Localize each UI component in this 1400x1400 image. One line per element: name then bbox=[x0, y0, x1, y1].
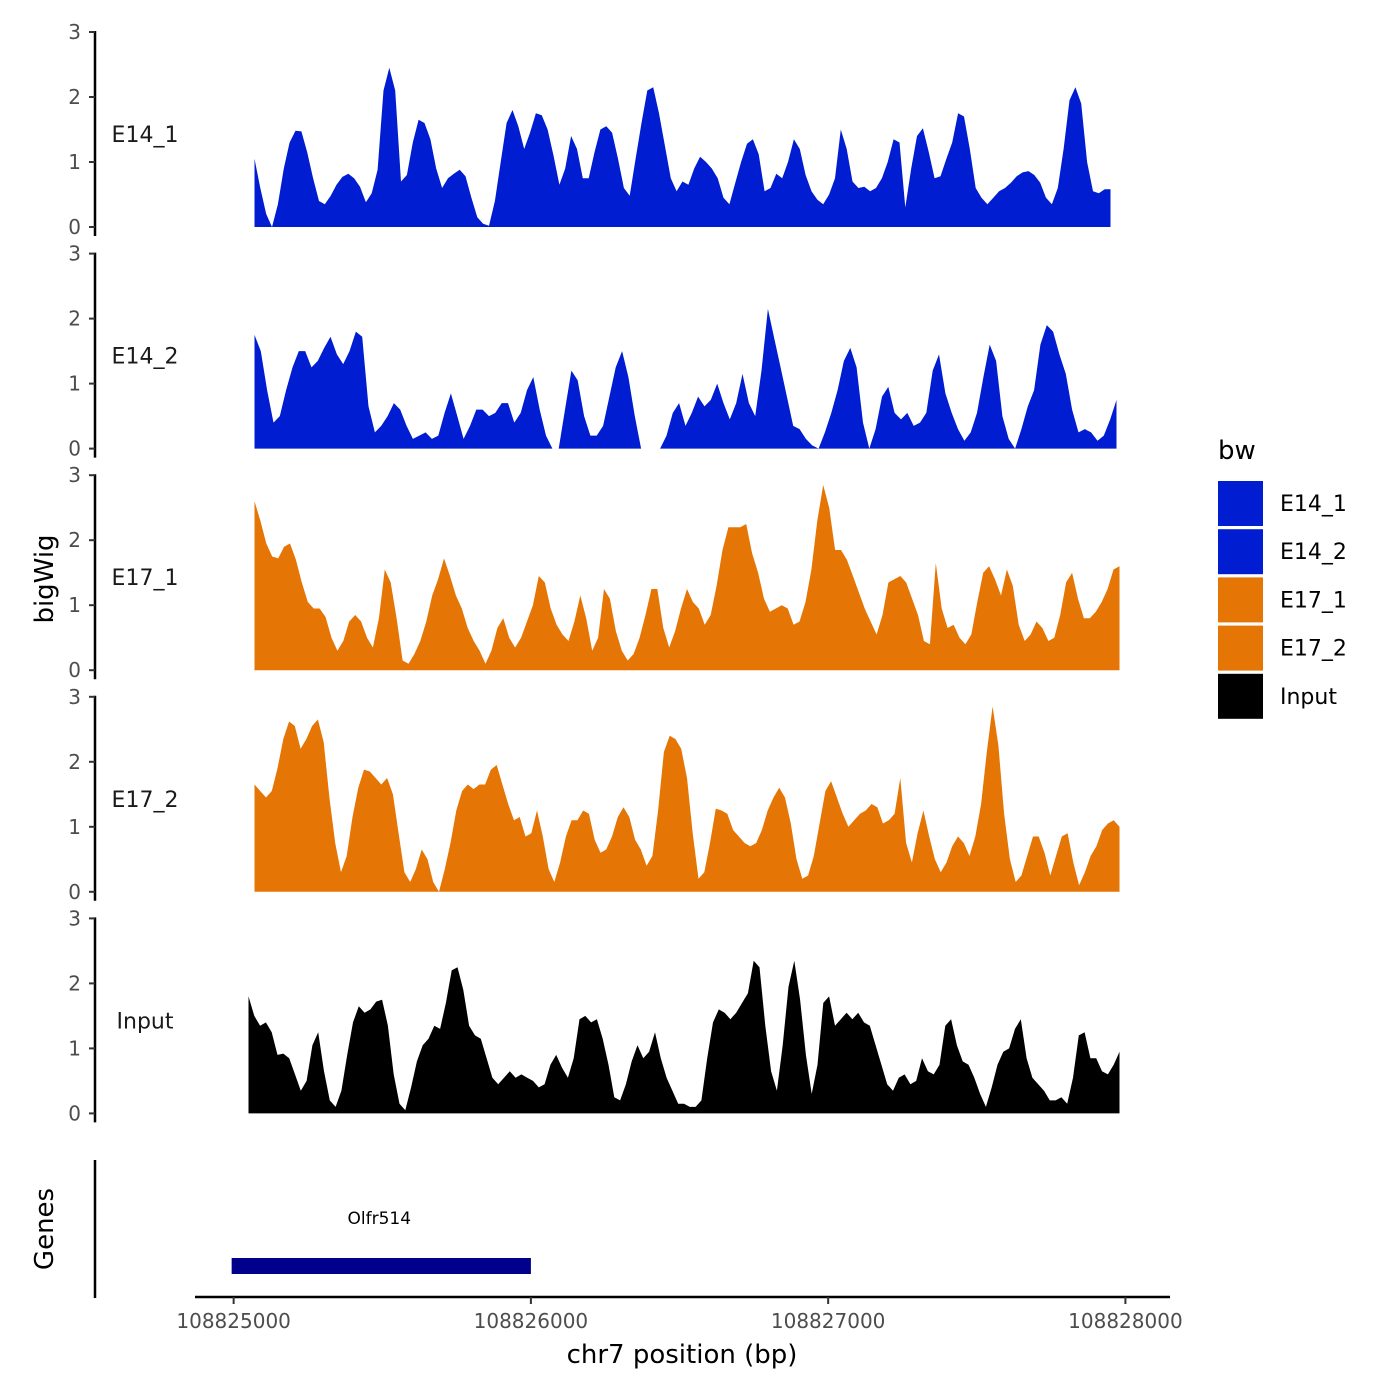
y-tick-label: 0 bbox=[68, 437, 81, 461]
track-e14_1: 0 1 2 3 E14_1 bbox=[68, 20, 1111, 239]
y-tick-label: 1 bbox=[68, 150, 81, 174]
track-label: Input bbox=[117, 1009, 174, 1034]
track-label: E17_1 bbox=[112, 566, 179, 591]
signal-area-e17_1 bbox=[254, 485, 1120, 671]
signal-area-e17_2 bbox=[254, 706, 1120, 892]
genes-panel: Olfr514 bbox=[93, 1160, 531, 1298]
x-tick-label: 108826000 bbox=[474, 1309, 589, 1333]
y-tick-label: 3 bbox=[68, 463, 81, 487]
x-axis: 108825000 108826000 108827000 108828000 bbox=[176, 1295, 1183, 1333]
y-tick-label: 0 bbox=[68, 880, 81, 904]
track-e17_2: 0 1 2 3 E17_2 bbox=[68, 685, 1120, 904]
signal-area-input bbox=[248, 960, 1120, 1114]
track-e17_1: 0 1 2 3 E17_1 bbox=[68, 463, 1120, 682]
gene-body bbox=[231, 1258, 531, 1274]
y-tick-label: 1 bbox=[68, 815, 81, 839]
legend-swatch-e14_2 bbox=[1218, 529, 1263, 575]
signal-tracks: 0 1 2 3 E14_1 0 1 2 3 E14_2 0 1 2 3 E17_1 0 1 2 3 E17_2 0 1 2 3… bbox=[68, 20, 1120, 1125]
genes-axis-title: Genes bbox=[30, 1188, 60, 1270]
track-label: E14_2 bbox=[112, 345, 179, 370]
y-tick-label: 3 bbox=[68, 20, 81, 44]
y-tick-label: 3 bbox=[68, 242, 81, 266]
x-tick-label: 108825000 bbox=[176, 1309, 291, 1333]
legend-label: E14_1 bbox=[1280, 492, 1347, 517]
legend-label: E17_1 bbox=[1280, 588, 1347, 613]
y-tick-label: 1 bbox=[68, 372, 81, 396]
legend-title: bw bbox=[1218, 436, 1256, 466]
legend-label: E14_2 bbox=[1280, 540, 1347, 565]
legend-swatch-input bbox=[1218, 673, 1263, 719]
x-tick-label: 108828000 bbox=[1068, 1309, 1183, 1333]
legend-swatch-e17_2 bbox=[1218, 625, 1263, 671]
y-tick-label: 3 bbox=[68, 685, 81, 709]
legend-swatch-e14_1 bbox=[1218, 481, 1263, 526]
y-tick-label: 2 bbox=[68, 750, 81, 774]
y-tick-label: 2 bbox=[68, 528, 81, 552]
track-label: E14_1 bbox=[112, 123, 179, 148]
y-axis-title: bigWig bbox=[30, 534, 60, 623]
y-tick-label: 2 bbox=[68, 85, 81, 109]
y-tick-label: 0 bbox=[68, 1101, 81, 1125]
y-tick-label: 2 bbox=[68, 307, 81, 331]
gene-label: Olfr514 bbox=[348, 1209, 412, 1229]
x-tick-label: 108827000 bbox=[771, 1309, 886, 1333]
signal-area-e14_2 bbox=[254, 308, 1117, 449]
legend-label: Input bbox=[1280, 685, 1337, 710]
y-tick-label: 1 bbox=[68, 1036, 81, 1060]
y-tick-label: 0 bbox=[68, 658, 81, 682]
y-tick-label: 2 bbox=[68, 971, 81, 995]
track-input: 0 1 2 3 Input bbox=[68, 906, 1120, 1125]
track-label: E17_2 bbox=[112, 788, 179, 813]
signal-area-e14_1 bbox=[254, 67, 1111, 227]
x-axis-title: chr7 position (bp) bbox=[567, 1340, 798, 1370]
y-tick-label: 1 bbox=[68, 593, 81, 617]
track-e14_2: 0 1 2 3 E14_2 bbox=[68, 242, 1117, 461]
legend: bw E14_1 E14_2 E17_1 E17_2 Input bbox=[1218, 436, 1347, 719]
y-tick-label: 0 bbox=[68, 215, 81, 239]
legend-swatch-e17_1 bbox=[1218, 577, 1263, 623]
y-tick-label: 3 bbox=[68, 906, 81, 930]
legend-label: E17_2 bbox=[1280, 637, 1347, 662]
